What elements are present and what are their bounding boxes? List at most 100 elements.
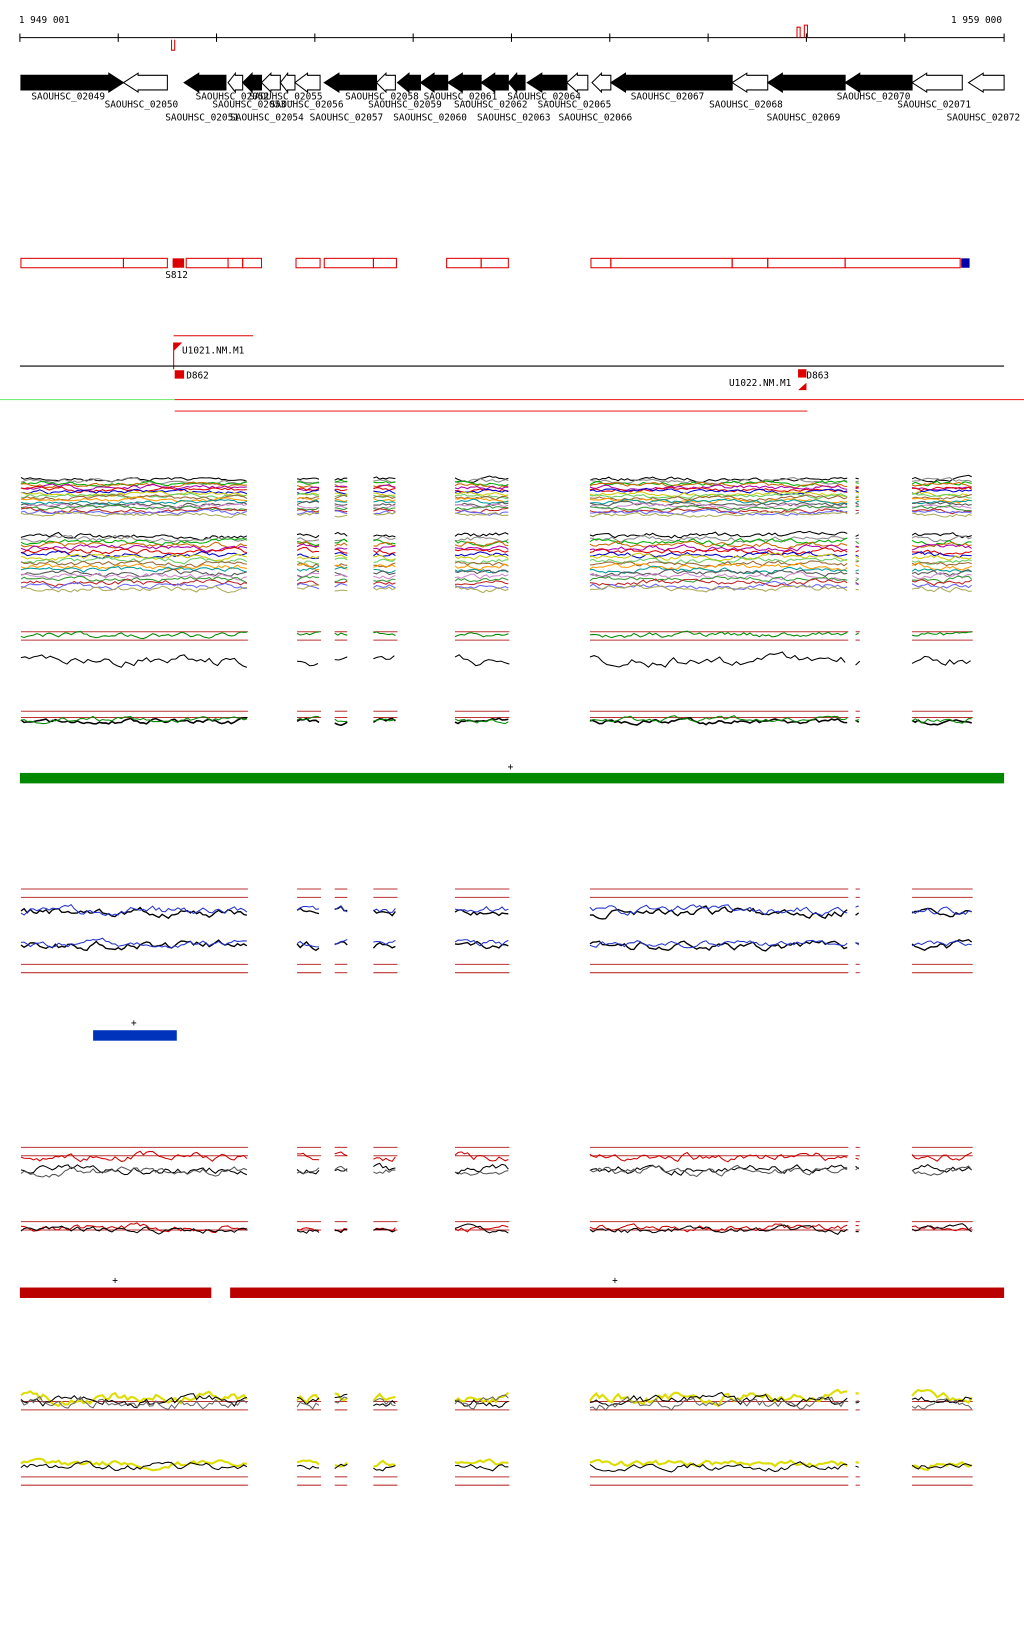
segment-box: [122, 257, 168, 269]
signal-line: [334, 507, 348, 511]
signal-line: [334, 1463, 348, 1470]
signal-line: [373, 541, 396, 547]
signal-line: [911, 532, 972, 539]
signal-line: [454, 561, 509, 567]
signal-line: [20, 541, 247, 549]
gene-label: SAOUHSC_02062: [454, 100, 528, 111]
ruler-marker: [796, 24, 808, 38]
signal-line: [589, 552, 848, 562]
signal-line: [855, 559, 859, 562]
signal-line: [589, 530, 848, 539]
signal-line: [296, 479, 320, 484]
signal-line: [589, 494, 848, 502]
segment-mark: [172, 258, 185, 268]
signal-line: [372, 1392, 396, 1402]
signal-line: [373, 508, 396, 512]
signal-line: [855, 490, 859, 493]
signal-line: [334, 1151, 348, 1157]
signal-line: [297, 563, 320, 571]
signal-line: [589, 904, 848, 917]
signal-line: [589, 575, 848, 583]
gene-arrow: [260, 71, 281, 94]
signal-line: [334, 1392, 348, 1402]
signal-line: [589, 716, 848, 726]
signal-line: [296, 1167, 320, 1175]
signal-line: [855, 546, 859, 548]
signal-line: [855, 572, 859, 575]
signal-line: [454, 632, 509, 638]
gene-label: SAOUHSC_02060: [393, 112, 467, 123]
strand-bar: [19, 772, 1005, 784]
signal-line: [373, 512, 396, 516]
signal-line: [855, 554, 859, 557]
signal-line: [334, 548, 348, 554]
signal-line: [911, 509, 972, 514]
signal-line: [373, 1156, 396, 1162]
signal-line: [296, 543, 320, 548]
signal-line: [589, 486, 848, 493]
signal-line: [373, 655, 395, 660]
segment-box: [185, 257, 229, 269]
signal-line: [20, 1460, 248, 1471]
signal-line: [296, 940, 320, 948]
signal-line: [373, 539, 396, 545]
gene-label: SAOUHSC_02057: [310, 112, 384, 123]
signal-line: [855, 583, 859, 586]
signal-line: [589, 507, 848, 514]
signal-line: [373, 554, 396, 561]
signal-line: [911, 1388, 973, 1404]
signal-line: [454, 577, 509, 583]
signal-line: [296, 477, 320, 480]
signal-line: [20, 903, 248, 916]
strand-bar: [19, 1287, 212, 1298]
signal-line: [334, 589, 348, 592]
segment-box: [767, 257, 846, 269]
signal-line: [296, 1394, 320, 1404]
signal-line: [296, 1464, 320, 1470]
signal-line: [589, 580, 848, 591]
signal-line: [334, 552, 348, 556]
signal-line: [454, 554, 509, 561]
signal-line: [296, 905, 320, 911]
signal-line: [589, 715, 848, 723]
signal-line: [454, 548, 509, 553]
signal-line: [20, 494, 248, 501]
signal-line: [297, 510, 320, 515]
signal-line: [373, 489, 396, 495]
signal-line: [334, 504, 348, 510]
gene-arrow: [183, 72, 227, 93]
signal-line: [334, 500, 348, 503]
signal-line: [296, 500, 320, 506]
signal-line: [855, 941, 860, 946]
signal-line: [334, 574, 348, 578]
signal-line: [589, 476, 848, 483]
gene-arrow: [766, 72, 846, 93]
signal-line: [911, 572, 972, 580]
signal-line: [855, 1400, 859, 1403]
signal-line: [454, 551, 509, 557]
signal-line: [454, 1163, 509, 1175]
signal-line: [334, 905, 348, 913]
signal-line: [454, 939, 509, 947]
signal-line: [855, 1465, 859, 1468]
signal-line: [589, 939, 848, 949]
signal-line: [454, 491, 509, 497]
signal-line: [589, 571, 848, 581]
signal-line: [373, 939, 396, 946]
signal-line: [589, 562, 848, 572]
signal-line: [855, 498, 859, 501]
signal-line: [296, 511, 320, 516]
segment-box: [227, 257, 244, 269]
signal-line: [20, 939, 248, 952]
signal-line: [589, 1461, 848, 1473]
signal-line: [454, 477, 509, 484]
signal-line: [373, 581, 396, 585]
signal-line: [296, 537, 320, 542]
gene-label: SAOUHSC_02067: [631, 91, 705, 102]
signal-line: [454, 1224, 509, 1233]
signal-line: [855, 1167, 860, 1171]
signal-line: [589, 630, 848, 639]
gene-label: SAOUHSC_02051: [165, 112, 239, 123]
signal-line: [334, 566, 348, 570]
signal-line: [334, 557, 348, 561]
